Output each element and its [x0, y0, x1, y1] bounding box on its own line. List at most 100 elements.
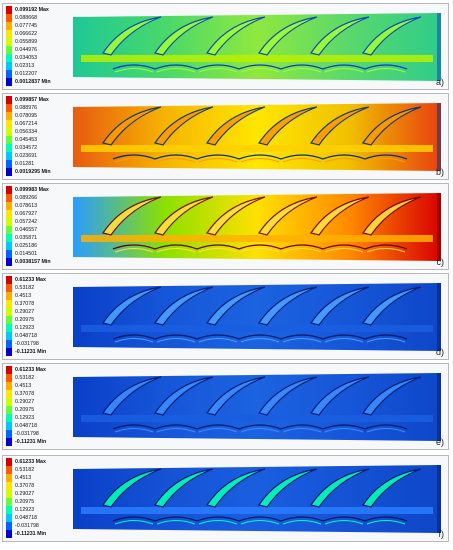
lower-blade-edge: [364, 516, 408, 522]
lower-blade-edge: [196, 244, 240, 250]
legend-value: 0.067927: [15, 211, 38, 217]
blade-shape: [310, 106, 370, 146]
blade-shape: [310, 196, 370, 236]
blade-shape: [154, 376, 214, 416]
domain-field: [73, 193, 441, 261]
lower-blade-face: [282, 158, 322, 163]
lower-blade-edge: [322, 424, 366, 430]
lower-blade-face: [366, 428, 406, 433]
lower-blade-edge: [112, 516, 156, 522]
legend-swatch: [6, 324, 12, 332]
lower-blade-face: [156, 338, 196, 343]
lower-blade-edge: [112, 424, 156, 430]
lower-blade-edge: [322, 334, 366, 340]
legend-row: 0.099983 Max: [6, 186, 70, 194]
lower-blade-edge: [238, 516, 282, 522]
legend-row: 0.088976: [6, 104, 70, 112]
legend-row: 0.099192 Max: [6, 6, 70, 14]
blade-shape: [102, 16, 162, 56]
legend-value: -0.11231 Min: [15, 439, 47, 445]
legend-value: 0.37078: [15, 391, 35, 397]
legend-swatch: [6, 276, 12, 284]
color-legend: 0.61233 Max 0.53182 0.4513 0.37078 0.29027 0.…: [6, 276, 70, 356]
lower-blade-edge: [112, 154, 156, 160]
legend-row: 0.0019295 Min: [6, 168, 70, 176]
lower-blade-face: [324, 520, 364, 525]
legend-value: 0.048718: [15, 423, 38, 429]
legend-swatch: [6, 104, 12, 112]
legend-row: 0.067927: [6, 210, 70, 218]
blade-shape: [258, 196, 318, 236]
lower-blade-edge: [112, 64, 156, 70]
legend-swatch: [6, 22, 12, 30]
legend-value: 0.067214: [15, 121, 38, 127]
lower-blade-face: [156, 428, 196, 433]
lower-blade-edge: [322, 516, 366, 522]
legend-swatch: [6, 514, 12, 522]
legend-swatch: [6, 186, 12, 194]
legend-swatch: [6, 234, 12, 242]
contour-panel-a: 0.099192 Max 0.088668 0.077745 0.066622 0.05…: [2, 3, 449, 90]
legend-row: 0.077745: [6, 22, 70, 30]
legend-swatch: [6, 120, 12, 128]
blade-shape: [154, 196, 214, 236]
contour-panel-c: 0.099983 Max 0.089266 0.078613 0.067927 0.05…: [2, 183, 449, 270]
lower-blade-face: [282, 428, 322, 433]
legend-row: 0.034572: [6, 144, 70, 152]
legend-swatch: [6, 292, 12, 300]
legend-value: 0.20975: [15, 407, 35, 413]
blade-shape: [154, 16, 214, 56]
legend-swatch: [6, 414, 12, 422]
lower-blade-edge: [196, 64, 240, 70]
legend-value: 0.29027: [15, 491, 35, 497]
lower-blade-edge: [154, 64, 198, 70]
domain-field: [73, 103, 441, 171]
end-cap: [437, 193, 441, 261]
lower-blade-face: [198, 520, 238, 525]
lower-blade-edge: [280, 64, 324, 70]
lower-blade-edge: [154, 334, 198, 340]
blade-shape: [362, 16, 422, 56]
legend-row: 0.37078: [6, 390, 70, 398]
legend-swatch: [6, 466, 12, 474]
lower-blade-face: [198, 338, 238, 343]
lower-blade-edge: [280, 244, 324, 250]
shaft-band: [81, 235, 433, 242]
contour-plot: [73, 465, 441, 533]
legend-row: 0.01281: [6, 160, 70, 168]
blade-shape: [258, 106, 318, 146]
lower-blade-edge: [238, 334, 282, 340]
blade-shape: [102, 286, 162, 326]
lower-blade-edge: [196, 516, 240, 522]
legend-swatch: [6, 70, 12, 78]
lower-blade-face: [114, 158, 154, 163]
legend-row: 0.023691: [6, 152, 70, 160]
blade-shape: [362, 468, 422, 508]
legend-row: 0.61233 Max: [6, 276, 70, 284]
legend-row: 0.066622: [6, 30, 70, 38]
legend-value: 0.37078: [15, 483, 35, 489]
panel-label: f): [438, 529, 445, 539]
lower-blade-edge: [154, 424, 198, 430]
legend-row: 0.0012837 Min: [6, 78, 70, 86]
lower-blade-face: [366, 158, 406, 163]
legend-swatch: [6, 218, 12, 226]
legend-value: 0.078095: [15, 113, 38, 119]
lower-blade-edge: [154, 154, 198, 160]
blade-shape: [310, 376, 370, 416]
shaft-band: [81, 415, 433, 422]
lower-blade-edge: [364, 244, 408, 250]
lower-blade-edge: [322, 154, 366, 160]
contour-plot: [73, 103, 441, 171]
legend-value: 0.012207: [15, 71, 38, 77]
lower-blade-edge: [364, 424, 408, 430]
blade-shape: [102, 376, 162, 416]
color-legend: 0.099857 Max 0.088976 0.078095 0.067214 0.05…: [6, 96, 70, 176]
end-cap: [437, 13, 441, 81]
shaft-band: [81, 507, 433, 514]
legend-value: -0.11231 Min: [15, 349, 47, 355]
legend-swatch: [6, 498, 12, 506]
blade-shape: [310, 286, 370, 326]
legend-value: 0.0038157 Min: [15, 259, 51, 265]
legend-value: 0.023691: [15, 153, 38, 159]
